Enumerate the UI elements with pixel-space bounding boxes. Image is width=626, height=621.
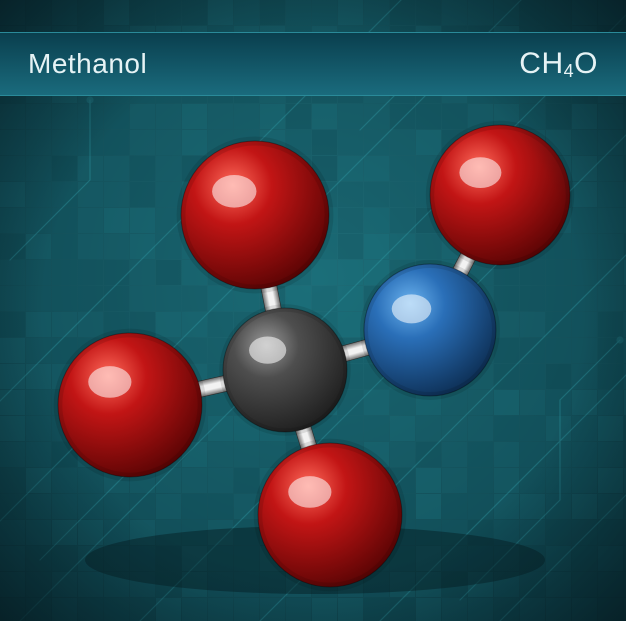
molecule-formula: CH4O [519, 47, 598, 82]
atom-h_oxygen [430, 125, 570, 265]
molecule-infographic: Methanol CH4O [0, 0, 626, 621]
atom-carbon [223, 308, 347, 432]
formula-subscript: 4 [564, 61, 575, 81]
formula-tail: O [574, 47, 598, 80]
atom-h_left [58, 333, 202, 477]
atom-oxygen [364, 264, 496, 396]
molecule-title: Methanol [28, 48, 147, 80]
formula-base: CH [519, 47, 563, 80]
atom-h_top [181, 141, 329, 289]
header-band: Methanol CH4O [0, 32, 626, 96]
atom-h_bottom [258, 443, 402, 587]
